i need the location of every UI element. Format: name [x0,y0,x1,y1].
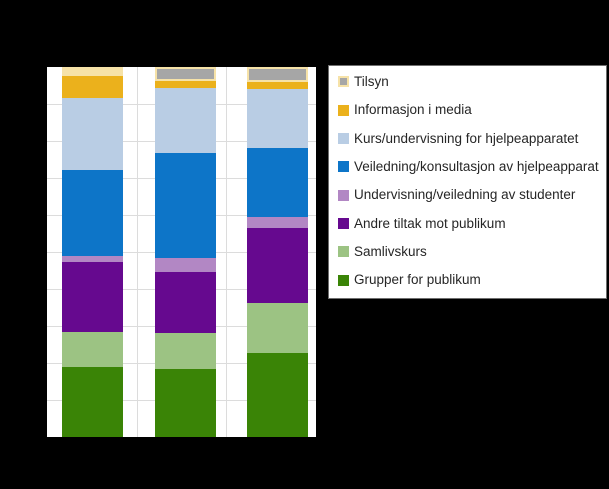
bar-segment-undervisning-veiledning-av-studenter[interactable] [247,217,308,228]
legend-label: Grupper for publikum [354,272,481,288]
legend-item-kurs-undervisning-for-hjelpeapparatet[interactable]: Kurs/undervisning for hjelpeapparatet [338,132,602,146]
stacked-bar [155,67,216,437]
bar-segment-informasjon-i-media[interactable] [247,81,308,89]
bar-segment-veiledning-konsultasjon-av-hjelpeapparat[interactable] [155,152,216,258]
stacked-bar [62,67,123,437]
bar-segment-kurs-undervisning-for-hjelpeapparatet[interactable] [155,88,216,153]
legend-label: Informasjon i media [354,102,472,118]
legend-swatch-icon [338,76,349,88]
legend-item-andre-tiltak-mot-publikum[interactable]: Andre tiltak mot publikum [338,217,602,231]
legend-swatch-icon [338,132,349,144]
chart-legend: Tilsyn Informasjon i media Kurs/undervisni… [328,65,607,299]
legend-item-tilsyn[interactable]: Tilsyn [338,75,602,89]
legend-swatch-icon [338,274,349,286]
v-gridline [137,67,138,437]
legend-label: Veiledning/konsultasjon av hjelpeapparat [354,159,599,175]
bar-segment-samlivskurs[interactable] [155,332,216,369]
bar-segment-grupper-for-publikum[interactable] [247,352,308,437]
legend-swatch-icon [338,217,349,229]
legend-item-grupper-for-publikum[interactable]: Grupper for publikum [338,273,602,287]
bar-segment-andre-tiltak-mot-publikum[interactable] [62,261,123,332]
legend-swatch-icon [338,104,349,116]
legend-swatch-icon [338,189,349,201]
bar-segment-informasjon-i-media[interactable] [62,75,123,98]
bar-segment-tilsyn[interactable] [62,67,123,76]
bar-segment-grupper-for-publikum[interactable] [62,366,123,437]
legend-item-veiledning-konsultasjon-av-hjelpeapparat[interactable]: Veiledning/konsultasjon av hjelpeapparat [338,160,602,174]
bar-segment-samlivskurs[interactable] [62,331,123,367]
bar-segment-kurs-undervisning-for-hjelpeapparatet[interactable] [62,97,123,170]
bar-segment-informasjon-i-media[interactable] [155,81,216,89]
bar-segment-andre-tiltak-mot-publikum[interactable] [155,271,216,333]
v-gridline [226,67,227,437]
legend-item-undervisning-veiledning-av-studenter[interactable]: Undervisning/veiledning av studenter [338,188,602,202]
bar-segment-tilsyn[interactable] [155,67,216,82]
bar-segment-undervisning-veiledning-av-studenter[interactable] [155,257,216,272]
legend-label: Tilsyn [354,74,389,89]
bar-segment-andre-tiltak-mot-publikum[interactable] [247,227,308,304]
legend-swatch-icon [338,161,349,173]
bar-segment-undervisning-veiledning-av-studenter[interactable] [62,255,123,262]
plot-area [47,67,316,437]
bar-segment-kurs-undervisning-for-hjelpeapparatet[interactable] [247,88,308,149]
legend-label: Andre tiltak mot publikum [354,215,506,231]
bar-segment-tilsyn[interactable] [247,67,308,82]
legend-item-informasjon-i-media[interactable]: Informasjon i media [338,103,602,117]
legend-item-samlivskurs[interactable]: Samlivskurs [338,245,602,259]
legend-swatch-icon [338,246,349,258]
stacked-bar [247,67,308,437]
bar-segment-samlivskurs[interactable] [247,303,308,353]
bar-segment-veiledning-konsultasjon-av-hjelpeapparat[interactable] [247,148,308,218]
bar-segment-grupper-for-publikum[interactable] [155,368,216,437]
legend-label: Undervisning/veiledning av studenter [354,187,576,203]
legend-label: Kurs/undervisning for hjelpeapparatet [354,130,579,146]
legend-label: Samlivskurs [354,244,427,260]
bar-segment-veiledning-konsultasjon-av-hjelpeapparat[interactable] [62,169,123,256]
